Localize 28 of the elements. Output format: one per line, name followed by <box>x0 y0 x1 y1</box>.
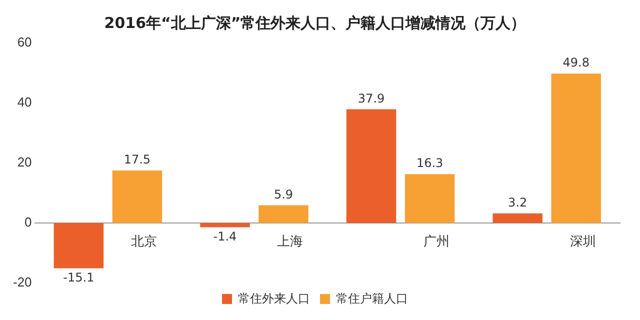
x-tick-label: 深圳 <box>570 233 596 248</box>
chart-title: 2016年“北上广深”常住外来人口、户籍人口增减情况（万人） <box>104 14 526 32</box>
bar <box>346 109 396 223</box>
y-tick-label: 40 <box>17 94 32 110</box>
data-label: -15.1 <box>63 270 94 284</box>
y-tick-label: 60 <box>17 34 32 50</box>
data-label: 5.9 <box>274 187 294 202</box>
bar <box>404 174 455 223</box>
x-tick-label: 上海 <box>277 233 304 248</box>
x-tick-label: 广州 <box>424 233 450 248</box>
bar <box>112 170 162 223</box>
bar <box>551 74 601 223</box>
data-label: 17.5 <box>124 152 151 167</box>
legend-label: 常住户籍人口 <box>336 291 408 306</box>
data-label: 3.2 <box>508 196 528 210</box>
bar <box>258 205 308 223</box>
bar <box>200 223 250 228</box>
y-tick-label: -20 <box>12 274 32 290</box>
y-tick-label: 0 <box>24 214 32 230</box>
legend-label: 常住外来人口 <box>238 291 310 306</box>
y-tick-label: 20 <box>17 154 32 170</box>
data-label: 16.3 <box>416 156 444 170</box>
bar <box>492 213 542 223</box>
data-label: 37.9 <box>358 91 385 106</box>
bar <box>54 223 104 268</box>
data-label: 49.8 <box>562 56 590 70</box>
x-tick-label: 北京 <box>130 233 157 248</box>
data-label: -1.4 <box>213 229 237 244</box>
